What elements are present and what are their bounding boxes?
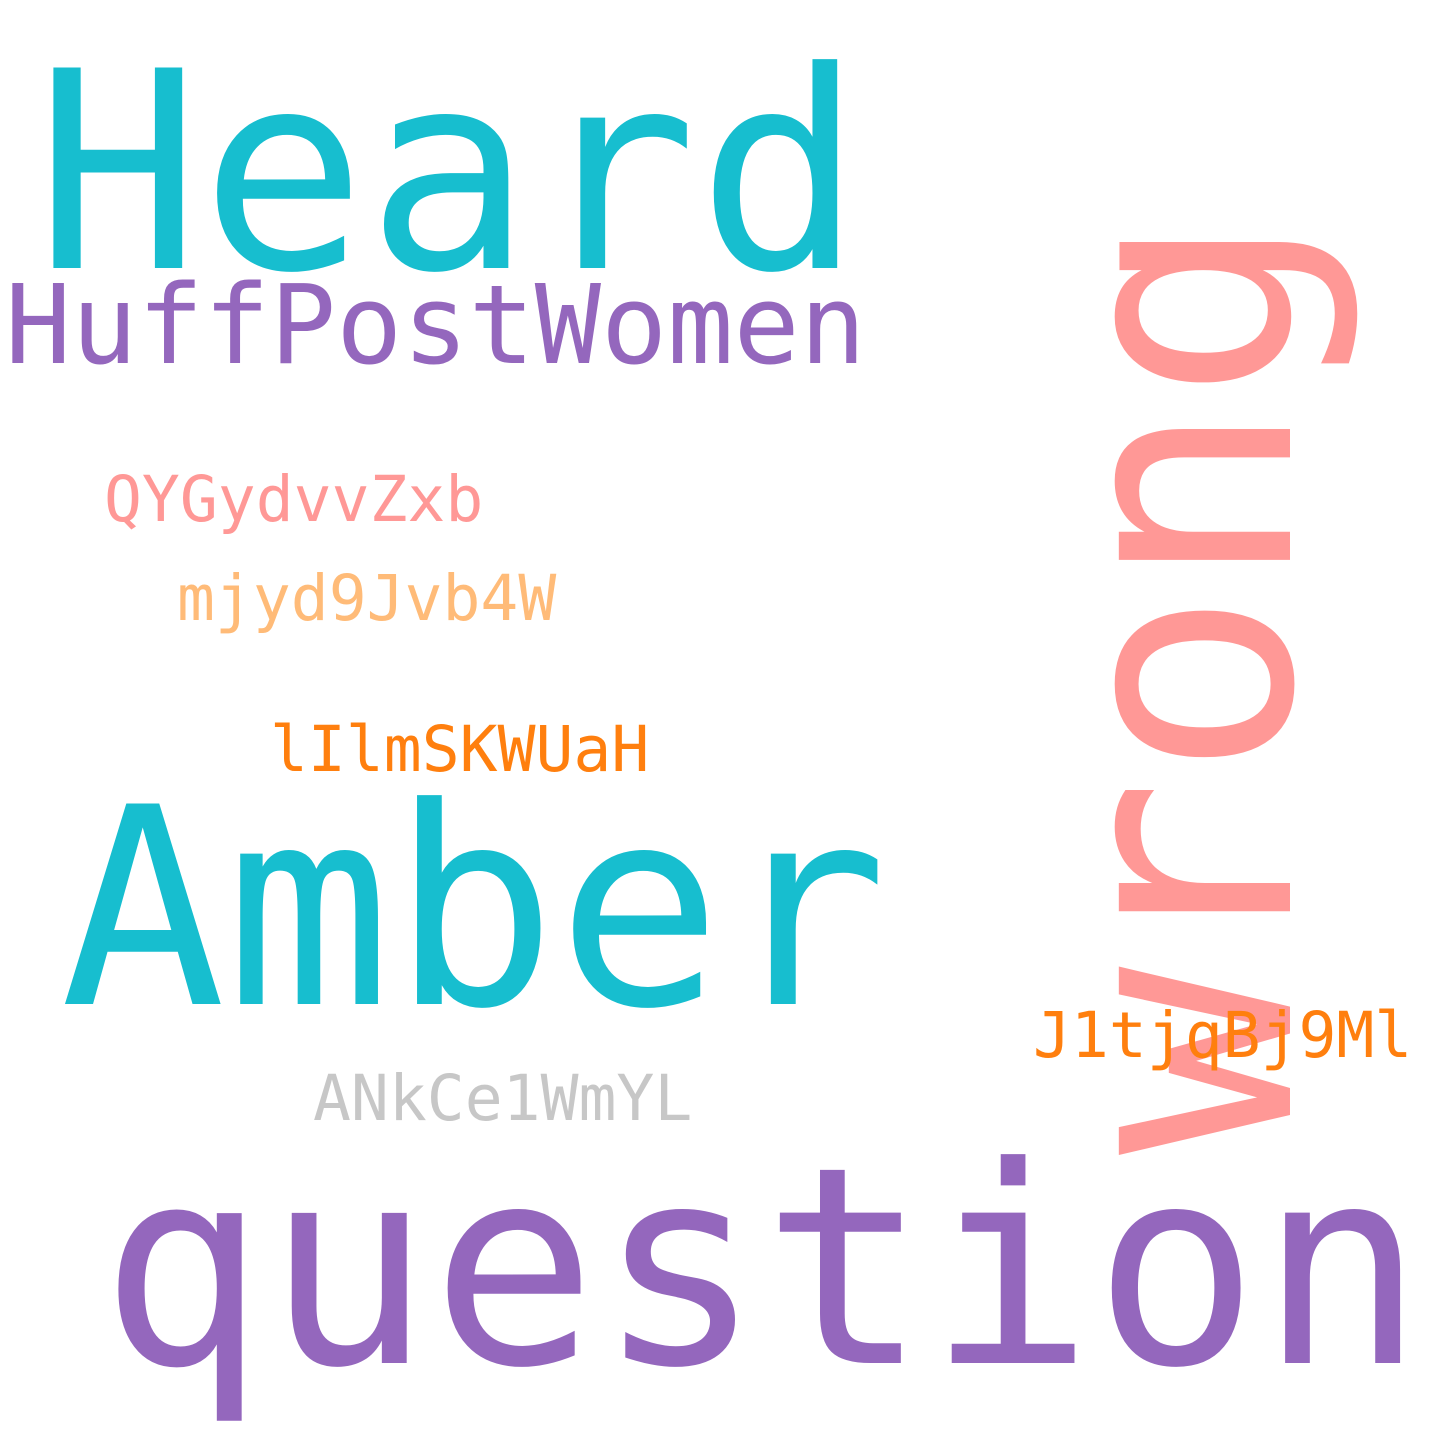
word-qygydvvzxb: QYGydvvZxb bbox=[104, 463, 484, 536]
word-ankce1wmyl: ANkCe1WmYL bbox=[313, 1062, 693, 1135]
word-lilmskwuah: lIlmSKWUaH bbox=[270, 713, 650, 786]
word-questions: questions bbox=[100, 1108, 1440, 1428]
word-heard: Heard bbox=[35, 13, 863, 333]
word-mjyd9jvb4w: mjyd9Jvb4W bbox=[177, 562, 557, 635]
word-j1tjqbj9ml: J1tjqBj9Ml bbox=[1033, 999, 1413, 1072]
word-amber: Amber bbox=[60, 749, 888, 1069]
word-huffpostwomen: HuffPostWomen bbox=[5, 261, 866, 389]
